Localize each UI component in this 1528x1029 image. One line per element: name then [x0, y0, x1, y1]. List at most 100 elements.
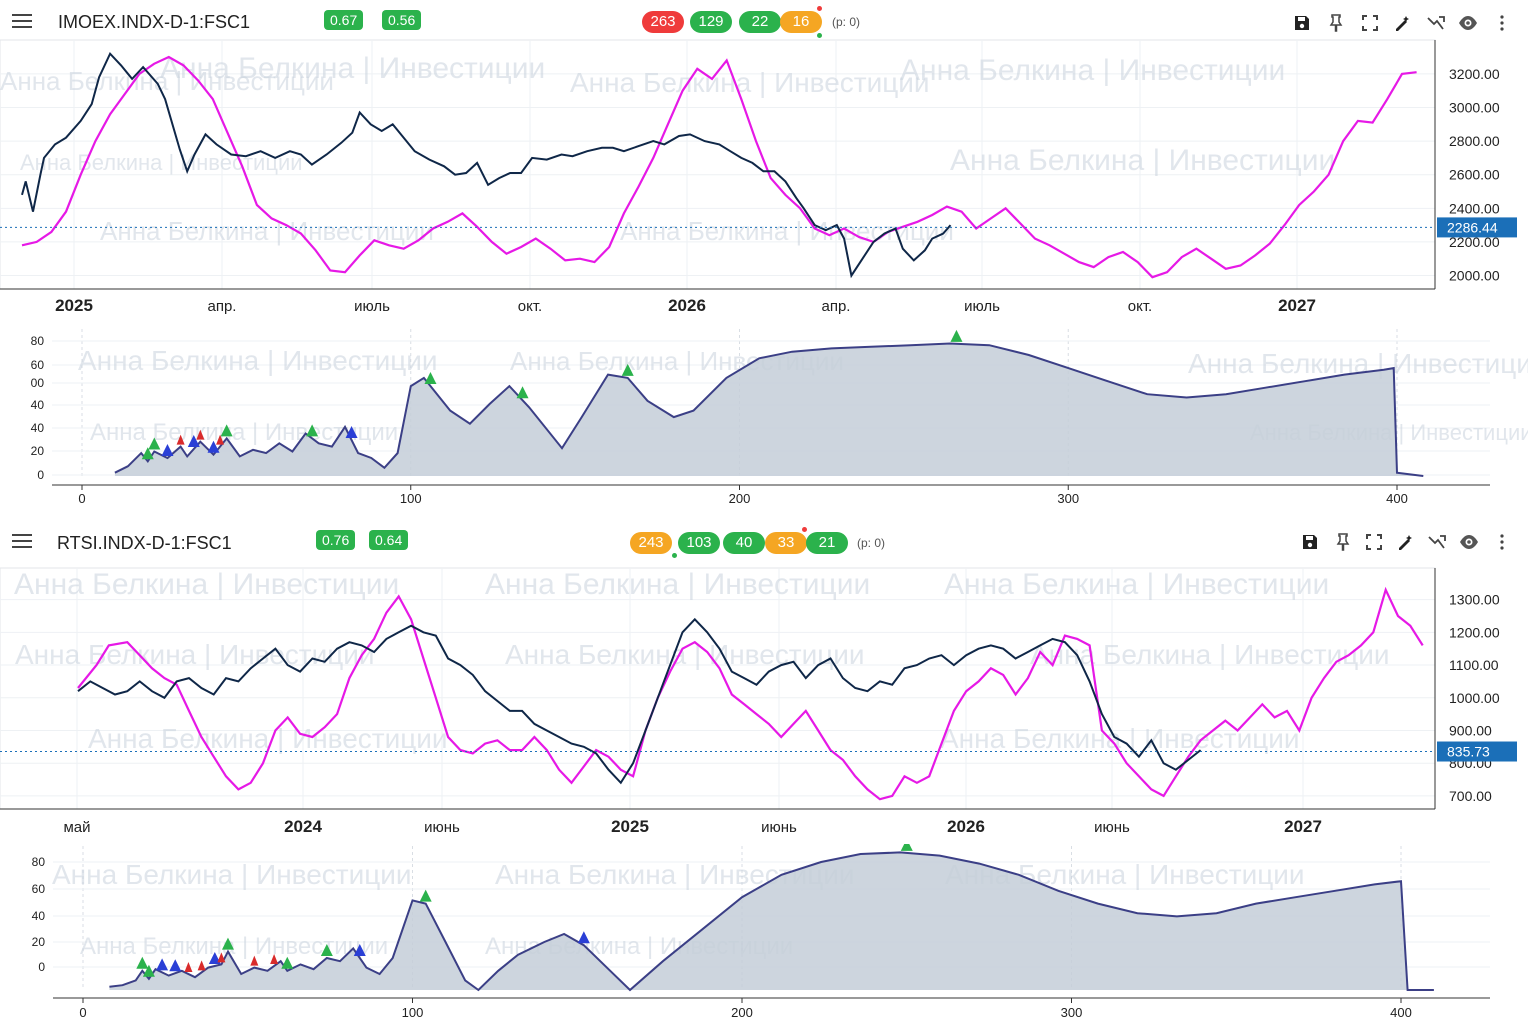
oscillator-area: [114, 343, 1424, 476]
draw-icon[interactable]: [1395, 532, 1415, 552]
status-dot: [817, 33, 822, 38]
panel-header: RTSI.INDX-D-1:FSC1 0.76 0.64 243 103 40 …: [0, 522, 1528, 566]
signal-marker-red: [176, 434, 185, 445]
status-dot: [672, 553, 677, 558]
draw-icon[interactable]: [1392, 13, 1412, 33]
eye-icon[interactable]: [1458, 13, 1478, 33]
x-tick-label: 2026: [668, 296, 706, 315]
trend-icon[interactable]: [1426, 13, 1446, 33]
score-badge: 0.67: [324, 10, 364, 30]
y-tick-label: 700.00: [1449, 788, 1492, 804]
x-tick-label: 300: [1057, 491, 1079, 506]
x-tick-label: июнь: [1094, 819, 1130, 836]
trend-icon[interactable]: [1427, 532, 1447, 552]
x-tick-label: окт.: [518, 298, 542, 315]
signal-marker-blue: [207, 440, 220, 453]
watermark-text: Анна Белкина | Инвестиции: [15, 639, 375, 670]
watermark-text: Анна Белкина | Инвестиции: [900, 54, 1285, 87]
y-tick-label: 3000.00: [1449, 99, 1500, 115]
x-tick-label: окт.: [1128, 298, 1152, 315]
last-price-label: 835.73: [1447, 744, 1490, 760]
signal-marker-blue: [169, 959, 182, 972]
eye-icon[interactable]: [1459, 532, 1479, 552]
pin-icon[interactable]: [1333, 532, 1353, 552]
fullscreen-icon[interactable]: [1364, 532, 1384, 552]
status-dot: [802, 527, 807, 532]
counter-badge: 33: [765, 532, 807, 554]
fullscreen-icon[interactable]: [1360, 13, 1380, 33]
y-tick-label: 60: [31, 358, 45, 372]
signal-marker-green: [136, 956, 149, 969]
signal-marker-green: [900, 844, 913, 851]
signal-marker-blue: [187, 435, 200, 448]
watermark-text: Анна Белкина | Инвестиции: [100, 216, 434, 246]
save-icon[interactable]: [1300, 532, 1320, 552]
signal-marker-red: [250, 955, 259, 966]
y-tick-label: 40: [32, 909, 46, 923]
y-tick-label: 2200.00: [1449, 234, 1500, 250]
y-tick-label: 2600.00: [1449, 167, 1500, 183]
y-tick-label: 2400.00: [1449, 200, 1500, 216]
signal-marker-red: [184, 962, 193, 972]
imoex-panel: IMOEX.INDX-D-1:FSC1 0.67 0.56 263 129 22…: [0, 0, 1528, 506]
rtsi-price-chart[interactable]: 1300.001200.001100.001000.00900.00800.00…: [0, 522, 1528, 842]
p-label: (p: 0): [857, 536, 886, 550]
panel-header: IMOEX.INDX-D-1:FSC1 0.67 0.56 263 129 22…: [0, 0, 1528, 44]
x-tick-label: 2026: [947, 817, 985, 836]
watermark-text: Анна Белкина | Инвестиции: [78, 345, 438, 376]
forecast-line: [21, 55, 1417, 279]
signal-marker-green: [281, 956, 294, 969]
more-icon[interactable]: [1492, 532, 1512, 552]
imoex-price-chart[interactable]: 3200.00 3000.00 2800.00 2600.00 2400.00 2200.…: [0, 0, 1528, 320]
counter-badge: 22: [739, 11, 781, 33]
y-tick-label: 60: [32, 882, 46, 896]
x-tick-label: 400: [1390, 1005, 1412, 1020]
hamburger-menu-icon[interactable]: [12, 14, 32, 28]
score-badge: 0.64: [369, 530, 409, 550]
y-tick-label: 20: [31, 444, 45, 458]
signal-marker-red: [196, 429, 205, 440]
x-tick-label: 2025: [611, 817, 649, 836]
x-tick-label: 0: [79, 1005, 86, 1020]
x-tick-label: июнь: [761, 819, 797, 836]
more-icon[interactable]: [1492, 13, 1512, 33]
signal-marker-red: [197, 960, 206, 971]
y-tick-label: 0: [37, 468, 44, 482]
panel-title: RTSI.INDX-D-1:FSC1: [57, 533, 232, 553]
counter-badge: 263: [642, 11, 684, 33]
watermark-text: Анна Белкина | Инвестиции: [620, 216, 954, 246]
signal-marker-green: [306, 424, 319, 437]
watermark-text: Анна Белкина | Инвестиции: [20, 150, 303, 175]
y-tick-label: 900.00: [1449, 722, 1492, 738]
x-tick-label: июль: [354, 298, 390, 315]
y-tick-label: 2000.00: [1449, 268, 1500, 284]
x-tick-label: май: [63, 819, 90, 836]
save-icon[interactable]: [1292, 13, 1312, 33]
signal-marker-red: [217, 952, 226, 963]
p-label: (p: 0): [832, 15, 861, 29]
signal-marker-blue: [345, 426, 358, 439]
signal-marker-green: [516, 386, 529, 399]
oscillator-line: [109, 851, 1434, 992]
y-tick-label: 1100.00: [1449, 657, 1499, 673]
x-tick-label: 100: [402, 1005, 424, 1020]
signal-marker-green: [142, 964, 155, 977]
counter-badge: 40: [723, 532, 765, 554]
pin-icon[interactable]: [1326, 13, 1346, 33]
watermark-text: Анна Белкина | Инвестиции: [950, 144, 1335, 177]
forecast-line: [77, 586, 1424, 801]
x-tick-label: 400: [1386, 491, 1408, 506]
watermark-text: Анна Белкина | Инвестиции: [160, 52, 545, 85]
y-tick-label: 2800.00: [1449, 133, 1500, 149]
signal-marker-blue: [156, 958, 169, 971]
hamburger-menu-icon[interactable]: [12, 534, 32, 548]
status-dot: [817, 6, 822, 11]
counter-badge: 21: [806, 532, 848, 554]
signal-marker-blue: [353, 944, 366, 956]
x-tick-label: 200: [729, 491, 751, 506]
plot-area: [0, 39, 1436, 290]
counter-badge: 103: [678, 532, 720, 554]
signal-marker-red: [216, 434, 225, 445]
y-tick-label: 1300.00: [1449, 592, 1500, 608]
price-line: [77, 617, 1202, 785]
